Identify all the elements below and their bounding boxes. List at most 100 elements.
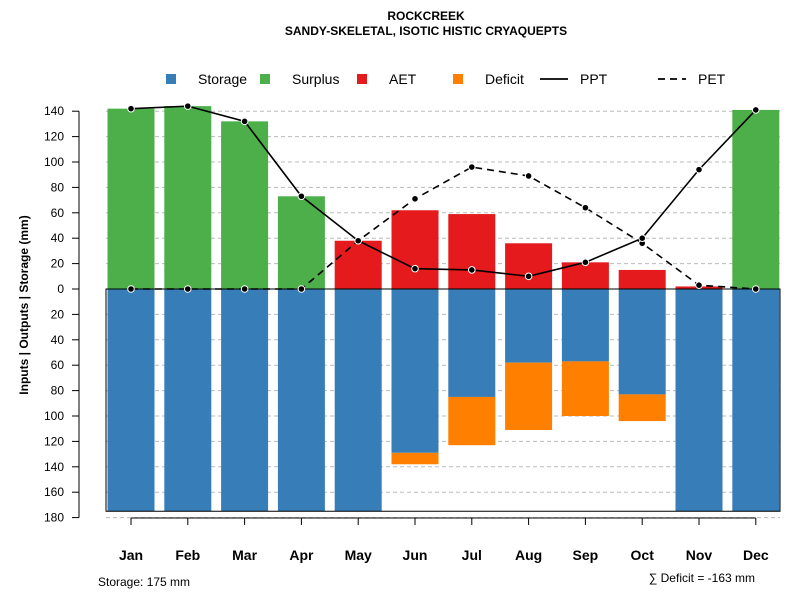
y-tick-label: 20	[51, 307, 65, 321]
y-tick-label: 40	[51, 333, 65, 347]
ppt-point-may	[354, 236, 363, 245]
legend-label-aet: AET	[389, 71, 417, 87]
aet-bar-jul	[448, 214, 496, 289]
bars	[107, 106, 780, 512]
storage-bar-jul	[448, 289, 496, 397]
pet-point-aug	[524, 172, 533, 180]
storage-footnote: Storage: 175 mm	[98, 575, 190, 589]
storage-bar-feb	[164, 289, 212, 512]
storage-bar-nov	[675, 289, 723, 512]
y-tick-label: 120	[44, 434, 64, 448]
surplus-bar-feb	[164, 106, 212, 290]
aet-bar-jun	[391, 210, 439, 289]
ppt-point-sep	[581, 258, 590, 267]
storage-bar-oct	[618, 289, 666, 395]
legend-swatch-aet	[357, 74, 367, 84]
legend: Storage Surplus AET Deficit PPT PET	[166, 71, 726, 87]
aet-bar-aug	[505, 243, 553, 289]
deficit-bar-oct	[618, 394, 666, 422]
ppt-point-nov	[695, 165, 703, 174]
aet-bar-oct	[618, 269, 666, 289]
pet-point-nov	[695, 281, 703, 289]
deficit-bar-sep	[561, 361, 609, 416]
y-tick-label: 80	[51, 384, 65, 398]
legend-swatch-storage	[166, 74, 176, 84]
y-tick-label: 60	[51, 358, 65, 372]
legend-label-ppt: PPT	[580, 71, 608, 87]
x-tick-label-dec: Dec	[743, 547, 769, 563]
legend-swatch-surplus	[260, 74, 270, 84]
deficit-bar-jul	[448, 396, 496, 446]
legend-swatch-deficit	[453, 74, 463, 84]
y-axis: 140 120 100 80 60 40 20 0 20 40 60 80 100 120 140 160 18…	[44, 104, 80, 525]
pet-point-jun	[411, 195, 419, 203]
y-tick-label: 60	[51, 206, 65, 220]
pet-point-jan	[127, 285, 135, 293]
y-tick-label: 160	[44, 485, 64, 499]
y-tick-label: 80	[51, 180, 65, 194]
x-axis: Jan Feb Mar Apr May Jun Jul Aug Sep Oct Nov Dec	[119, 517, 769, 563]
ppt-point-jan	[127, 104, 135, 113]
storage-bar-jun	[391, 289, 439, 453]
x-tick-label-aug: Aug	[515, 547, 542, 563]
pet-line	[131, 166, 756, 290]
pet-point-apr	[297, 285, 306, 293]
x-tick-label-jan: Jan	[119, 547, 143, 563]
y-tick-label: 100	[44, 409, 64, 423]
ppt-point-apr	[297, 192, 306, 201]
pet-point-jul	[468, 163, 476, 171]
x-tick-label-feb: Feb	[175, 547, 200, 563]
x-tick-label-jun: Jun	[403, 547, 428, 563]
y-tick-label: 120	[44, 130, 64, 144]
chart-title: ROCKCREEK	[387, 9, 465, 23]
y-tick-label: 0	[57, 282, 64, 296]
y-tick-label: 140	[44, 460, 64, 474]
x-tick-label-mar: Mar	[232, 547, 257, 563]
ppt-point-oct	[638, 234, 647, 242]
x-tick-label-nov: Nov	[686, 547, 713, 563]
series-lines	[127, 102, 760, 293]
legend-label-pet: PET	[698, 71, 726, 87]
ppt-point-jul	[468, 266, 476, 274]
storage-bar-aug	[505, 289, 553, 363]
storage-bar-dec	[732, 289, 780, 512]
deficit-bar-aug	[505, 362, 553, 430]
storage-bar-apr	[277, 289, 325, 512]
x-tick-label-jul: Jul	[462, 547, 482, 563]
ppt-point-dec	[752, 106, 760, 114]
x-tick-label-may: May	[345, 547, 372, 563]
storage-bar-jan	[107, 289, 155, 512]
y-axis-label: Inputs | Outputs | Storage (mm)	[17, 215, 31, 394]
legend-label-deficit: Deficit	[485, 71, 524, 87]
ppt-point-feb	[184, 102, 192, 110]
ppt-point-jun	[411, 264, 419, 273]
chart-subtitle: SANDY-SKELETAL, ISOTIC HISTIC CRYAQUEPTS	[285, 24, 567, 38]
ppt-line	[130, 105, 757, 278]
pet-point-mar	[240, 285, 249, 293]
storage-bar-sep	[561, 289, 609, 362]
x-tick-label-sep: Sep	[573, 547, 599, 563]
y-tick-label: 40	[51, 231, 65, 245]
y-tick-label: 20	[51, 257, 65, 271]
surplus-bar-dec	[732, 109, 780, 290]
deficit-bar-jun	[391, 452, 439, 465]
y-tick-label: 100	[44, 155, 64, 169]
storage-bar-may	[334, 289, 382, 512]
surplus-bar-mar	[221, 121, 269, 289]
x-tick-label-apr: Apr	[289, 547, 314, 563]
surplus-bar-apr	[277, 196, 325, 289]
x-tick-label-oct: Oct	[631, 547, 655, 563]
pet-point-sep	[581, 203, 590, 212]
deficit-footnote: ∑ Deficit = -163 mm	[649, 571, 755, 585]
legend-label-storage: Storage	[198, 71, 247, 87]
ppt-point-aug	[524, 272, 533, 281]
legend-label-surplus: Surplus	[292, 71, 339, 87]
y-tick-label: 140	[44, 104, 64, 118]
surplus-bar-jan	[107, 108, 155, 289]
pet-point-feb	[184, 285, 192, 293]
pet-point-dec	[752, 285, 760, 293]
ppt-point-mar	[240, 117, 249, 126]
storage-bar-mar	[221, 289, 269, 512]
y-tick-label: 180	[44, 511, 64, 525]
